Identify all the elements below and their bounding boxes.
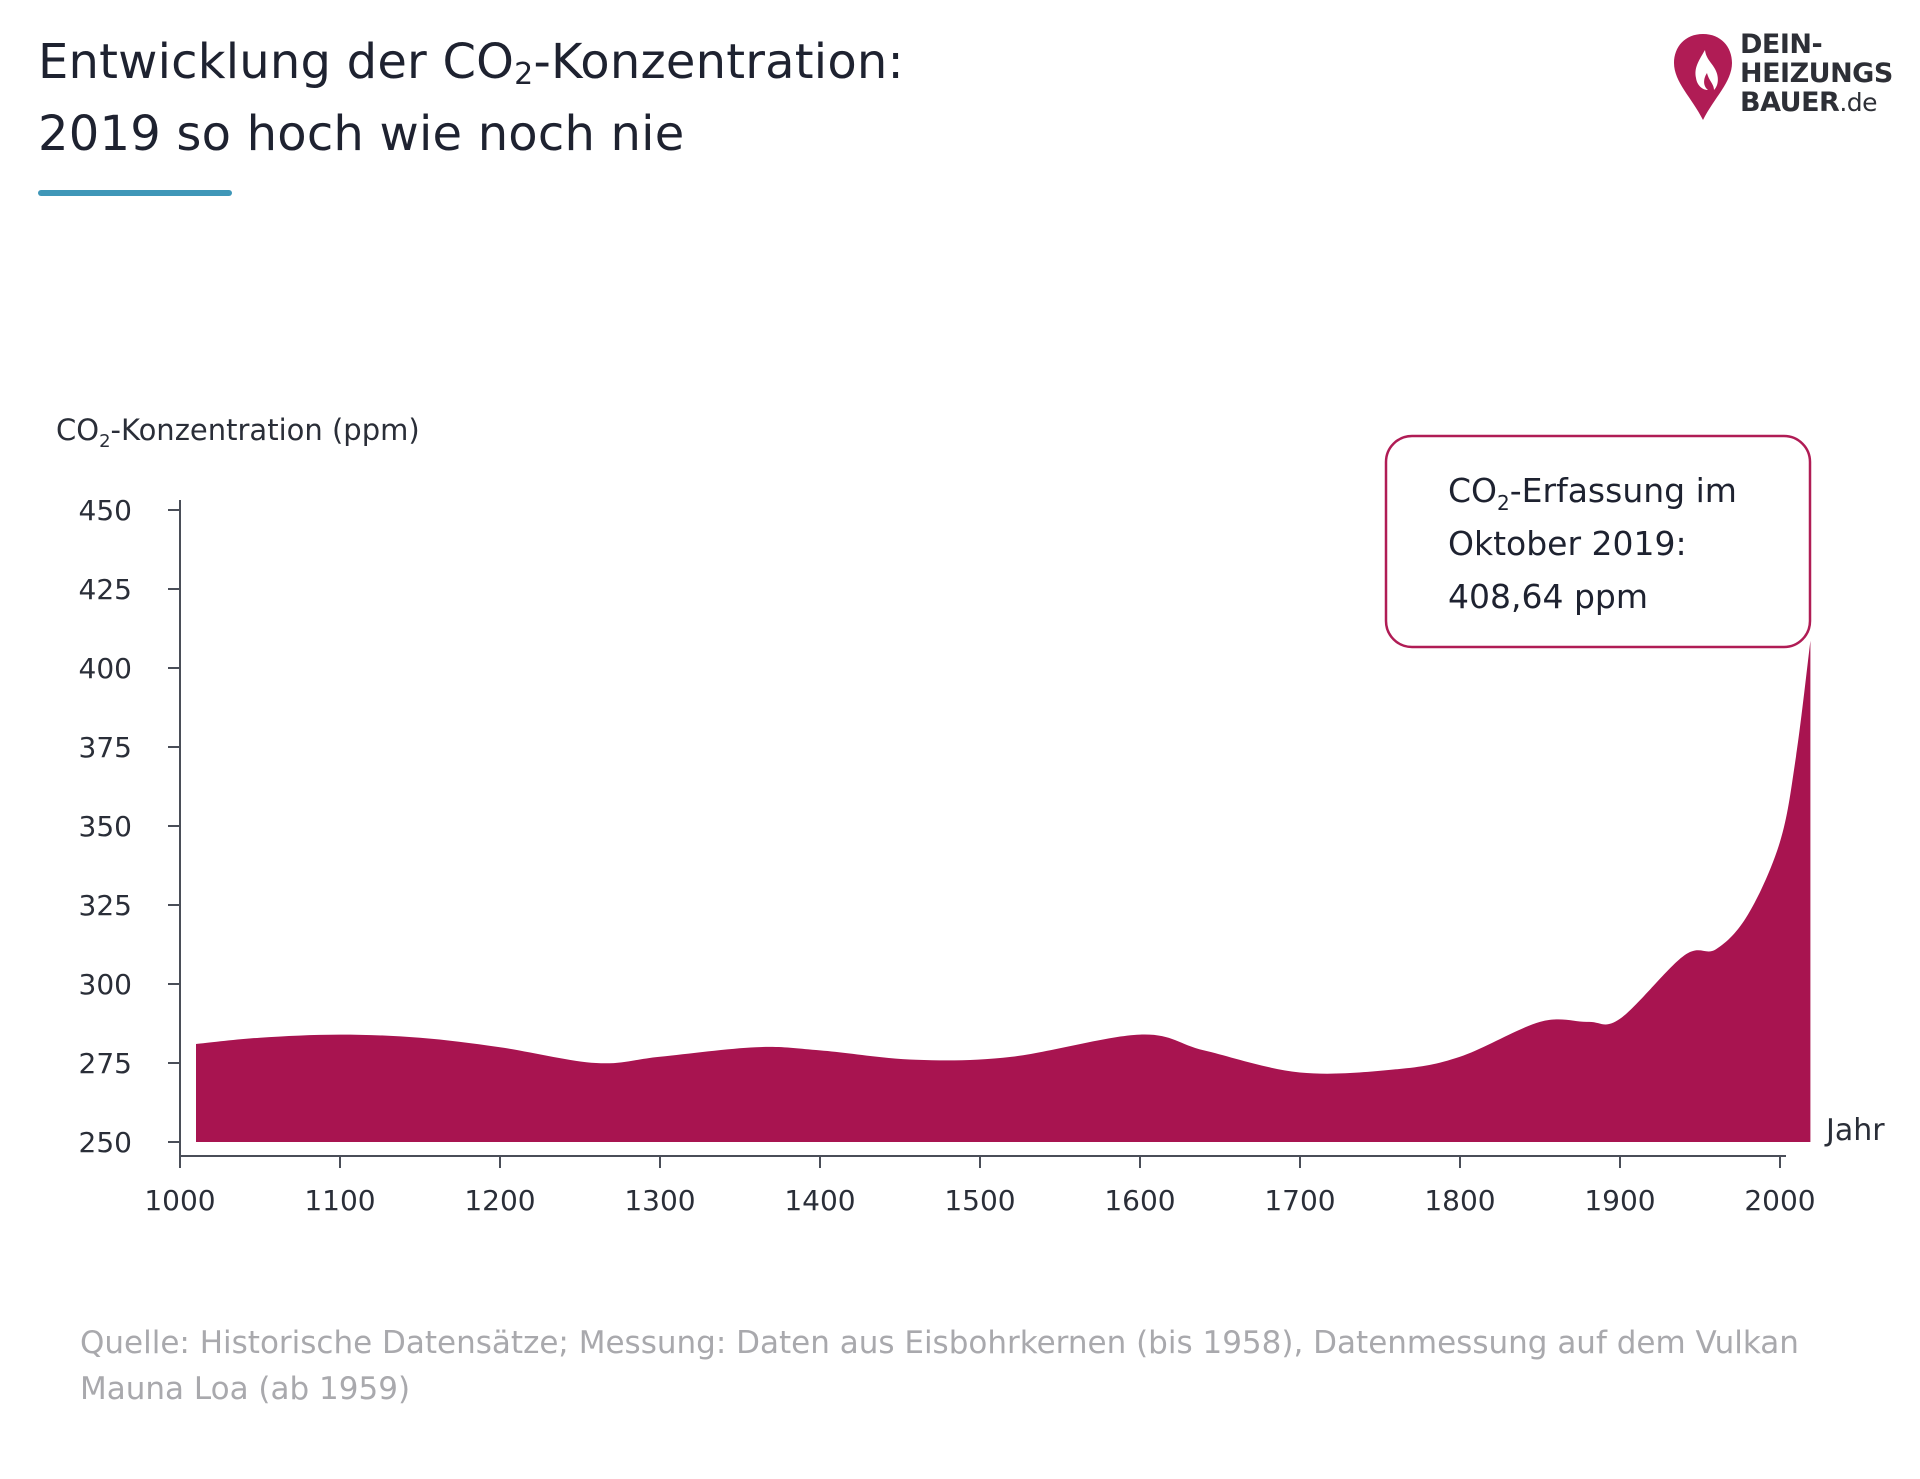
title-line-1: Entwicklung der CO2-Konzentration: [38,26,904,98]
y-axis-label-prefix: CO [56,413,99,447]
y-tick-label: 450 [79,494,132,527]
y-axis-ticks: 250 275 300 325 350 375 400 425 450 [79,494,180,1159]
y-axis-label-suffix: -Konzentration (ppm) [111,413,420,447]
x-tick-label: 1500 [944,1184,1015,1217]
x-axis-ticks: 1000 1100 1200 1300 1400 1500 1600 1700 1800 1900… [144,1156,1816,1217]
y-tick-label: 425 [79,573,132,606]
chart-title: Entwicklung der CO2-Konzentration: 2019 … [38,26,904,170]
title-subscript: 2 [514,57,534,92]
x-tick-label: 1400 [784,1184,855,1217]
co2-area-series [196,640,1811,1142]
brand-logo: DEIN- HEIZUNGS BAUER.de [1672,30,1902,130]
x-tick-label: 1300 [624,1184,695,1217]
x-tick-label: 1200 [464,1184,535,1217]
annotation-callout [1384,434,1812,649]
logo-line-3-tld: .de [1839,88,1878,117]
title-line-1-suffix: -Konzentration: [533,34,904,90]
y-tick-label: 250 [79,1126,132,1159]
annotation-line-1-prefix: CO [1448,471,1497,510]
annotation-line-1-suffix: -Erfassung im [1510,471,1737,510]
annotation-line-2: Oktober 2019: [1448,524,1687,563]
x-tick-label: 1700 [1264,1184,1335,1217]
annotation-line-1: CO2-Erfassung im [1448,471,1737,515]
title-line-1-prefix: Entwicklung der CO [38,34,515,90]
y-axis-label-subscript: 2 [99,431,110,452]
y-axis-label: CO2-Konzentration (ppm) [56,413,420,452]
flame-pin-icon [1674,34,1732,120]
logo-wordmark: DEIN- HEIZUNGS BAUER.de [1740,30,1893,117]
annotation-line-3: 408,64 ppm [1448,577,1648,616]
x-tick-label: 1600 [1104,1184,1175,1217]
y-tick-label: 325 [79,889,132,922]
annotation-subscript: 2 [1497,491,1510,515]
y-tick-label: 400 [79,652,132,685]
x-tick-label: 1900 [1584,1184,1655,1217]
x-tick-label: 2000 [1744,1184,1815,1217]
y-tick-label: 300 [79,968,132,1001]
logo-line-3: BAUER.de [1740,88,1893,117]
logo-line-1: DEIN- [1740,29,1823,60]
source-note: Quelle: Historische Datensätze; Messung:… [80,1325,1799,1407]
logo-line-2: HEIZUNGS [1740,58,1893,89]
y-tick-label: 350 [79,810,132,843]
x-tick-label: 1000 [144,1184,215,1217]
logo-line-3-word: BAUER [1740,87,1840,118]
title-underline [38,190,232,196]
y-tick-label: 375 [79,731,132,764]
x-axis-label: Jahr [1824,1113,1885,1148]
x-tick-label: 1100 [304,1184,375,1217]
x-tick-label: 1800 [1424,1184,1495,1217]
title-line-2: 2019 so hoch wie noch nie [38,106,685,162]
y-tick-label: 275 [79,1047,132,1080]
